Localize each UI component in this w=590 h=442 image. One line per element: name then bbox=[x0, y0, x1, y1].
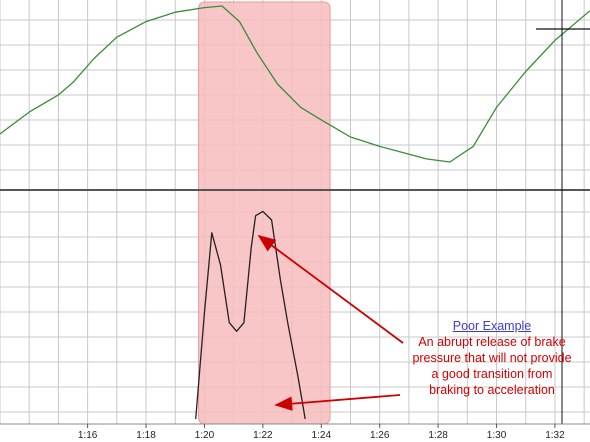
annotation-line-1: An abrupt release of brake bbox=[418, 335, 566, 349]
x-tick-label: 1:18 bbox=[136, 430, 156, 441]
x-axis-ticks: 1:16 1:18 1:20 1:22 1:24 1:26 1:28 1:30 1:32 bbox=[78, 424, 565, 441]
x-tick-label: 1:24 bbox=[312, 430, 332, 441]
x-tick-label: 1:32 bbox=[545, 430, 565, 441]
series-layer bbox=[0, 5, 590, 420]
annotation-line-4: braking to acceleration bbox=[429, 383, 555, 397]
annotation-title[interactable]: Poor Example bbox=[452, 319, 532, 333]
x-tick-label: 1:28 bbox=[428, 430, 448, 441]
x-tick-label: 1:20 bbox=[195, 430, 215, 441]
x-tick-label: 1:30 bbox=[487, 430, 507, 441]
annotation-line-2: pressure that will not provide bbox=[412, 351, 572, 365]
x-tick-label: 1:16 bbox=[78, 430, 98, 441]
annotation-arrow-upper bbox=[257, 234, 404, 344]
top-series-line bbox=[0, 5, 590, 163]
bottom-series-line bbox=[195, 210, 306, 420]
x-tick-label: 1:22 bbox=[253, 430, 273, 441]
annotation-callout: Poor Example An abrupt release of brake … bbox=[388, 318, 590, 398]
x-tick-label: 1:26 bbox=[370, 430, 390, 441]
annotation-line-3: a good transition from bbox=[431, 367, 553, 381]
annotation-arrow-lower bbox=[274, 394, 401, 411]
